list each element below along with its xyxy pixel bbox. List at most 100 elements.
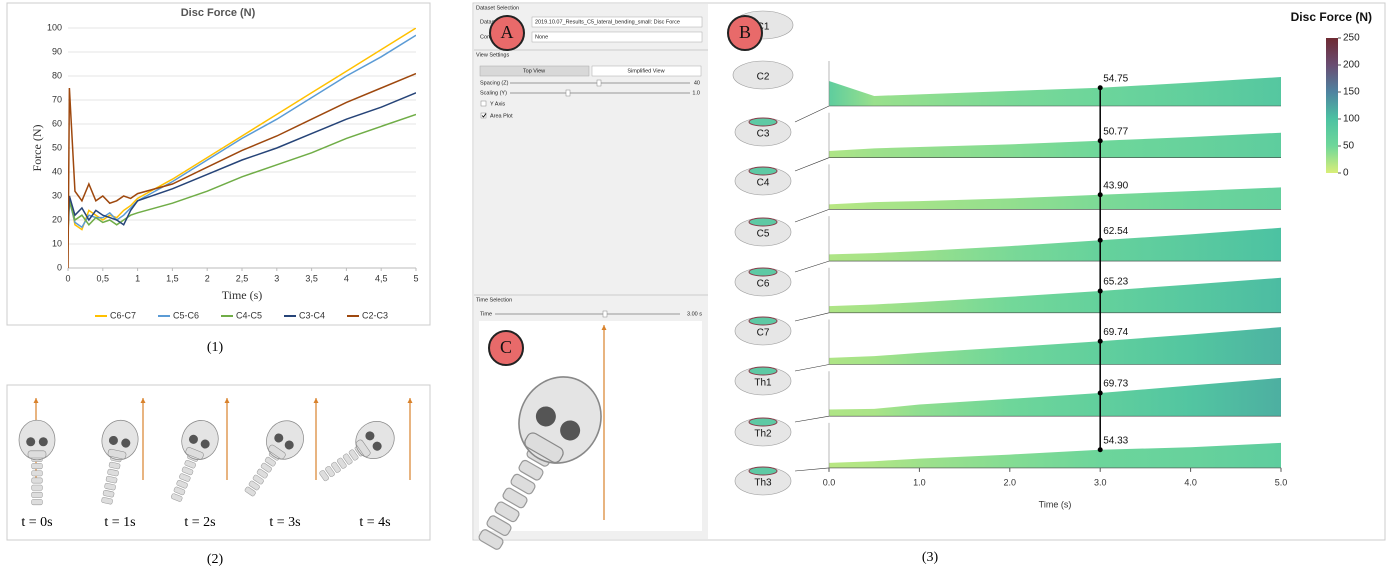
vertebra bbox=[348, 449, 359, 461]
vertebra-label: C7 bbox=[757, 328, 770, 339]
arrow-head bbox=[224, 398, 230, 403]
value-label: 69.73 bbox=[1103, 379, 1128, 390]
connector bbox=[794, 415, 830, 423]
jaw bbox=[185, 447, 204, 460]
y-tick-label: 50 bbox=[52, 142, 62, 152]
vertebra-label: Th3 bbox=[754, 478, 772, 489]
vertebra bbox=[510, 473, 536, 495]
y-tick-label: 70 bbox=[52, 94, 62, 104]
area bbox=[829, 187, 1281, 210]
disc bbox=[748, 366, 778, 376]
dropdown[interactable] bbox=[531, 16, 703, 28]
x-tick-label: 3 bbox=[274, 273, 279, 283]
vertebra-label: C3 bbox=[757, 129, 770, 140]
x-tick-label: 2 bbox=[205, 273, 210, 283]
value-label: 65.23 bbox=[1103, 277, 1128, 288]
dropdown[interactable] bbox=[531, 31, 703, 43]
slider-handle[interactable] bbox=[565, 89, 571, 97]
colorbar-tick-label: 250 bbox=[1343, 33, 1360, 44]
section-title: View Settings bbox=[476, 52, 509, 58]
vertebra bbox=[325, 465, 335, 478]
area bbox=[829, 132, 1281, 158]
time-label: t = 0s bbox=[21, 515, 52, 530]
area bbox=[829, 327, 1281, 365]
vertebra bbox=[336, 457, 347, 469]
value-label: 43.90 bbox=[1103, 180, 1128, 191]
vertebra bbox=[104, 482, 116, 491]
vertebra bbox=[248, 480, 260, 491]
checkbox[interactable] bbox=[480, 100, 487, 107]
vertebra-label: C4 bbox=[757, 178, 770, 189]
vertebra bbox=[331, 461, 341, 473]
vertebra bbox=[102, 490, 115, 498]
skull-figure bbox=[18, 419, 56, 506]
vertebra bbox=[486, 515, 512, 536]
disc bbox=[748, 217, 778, 227]
caption: (1) bbox=[207, 340, 224, 355]
section-title: Time Selection bbox=[476, 297, 512, 303]
colorbar-tick-label: 50 bbox=[1343, 141, 1355, 152]
value-label: 69.74 bbox=[1103, 327, 1128, 338]
eye bbox=[372, 441, 382, 451]
x-tick-label: 3,5 bbox=[305, 273, 318, 283]
panel-2-frame bbox=[6, 384, 431, 541]
y-tick-label: 100 bbox=[47, 22, 62, 32]
area bbox=[829, 277, 1281, 313]
x-tick-label: 5.0 bbox=[1275, 477, 1288, 487]
field-label: Spacing (Z) bbox=[480, 80, 509, 86]
area bbox=[829, 227, 1281, 262]
marker-circle bbox=[489, 15, 525, 51]
disc bbox=[748, 117, 778, 127]
checkbox[interactable] bbox=[480, 112, 487, 119]
vertebra bbox=[31, 470, 43, 477]
button[interactable] bbox=[591, 65, 702, 77]
y-axis-label: Force (N) bbox=[30, 125, 44, 172]
colorbar-tick-label: 150 bbox=[1343, 87, 1360, 98]
arrow-head bbox=[140, 398, 146, 403]
connector bbox=[794, 209, 830, 223]
connector bbox=[794, 312, 830, 322]
disc bbox=[748, 417, 778, 427]
vertebra-label: C6 bbox=[757, 279, 770, 290]
legend-label: C6-C7 bbox=[110, 310, 136, 320]
time-label: t = 1s bbox=[104, 515, 135, 530]
eye bbox=[26, 437, 36, 447]
slider-handle[interactable] bbox=[602, 310, 608, 318]
section-title: Dataset Selection bbox=[476, 5, 519, 11]
vertebra bbox=[176, 479, 188, 489]
x-tick-label: 0 bbox=[65, 273, 70, 283]
connector bbox=[794, 467, 830, 472]
time-label: t = 4s bbox=[359, 515, 390, 530]
y-tick-label: 90 bbox=[52, 46, 62, 56]
vertebra-body bbox=[732, 60, 794, 90]
panel-1-frame bbox=[6, 2, 431, 326]
vertebra-label: C5 bbox=[757, 229, 770, 240]
vertebra bbox=[252, 474, 264, 485]
x-tick-label: 4.0 bbox=[1184, 477, 1197, 487]
eye bbox=[365, 431, 375, 441]
value-label: 54.33 bbox=[1103, 435, 1128, 446]
connector bbox=[794, 364, 830, 372]
button[interactable] bbox=[479, 65, 590, 77]
slider-handle[interactable] bbox=[596, 79, 602, 87]
legend-label: C4-C5 bbox=[236, 310, 262, 320]
y-tick-label: 40 bbox=[52, 166, 62, 176]
vertebra bbox=[342, 453, 353, 465]
connector bbox=[794, 105, 830, 123]
x-tick-label: 1,5 bbox=[166, 273, 179, 283]
checkbox-label: Y Axis bbox=[490, 101, 505, 107]
jaw bbox=[27, 450, 47, 459]
vertebra bbox=[107, 468, 119, 477]
x-tick-label: 0.0 bbox=[823, 477, 836, 487]
disc bbox=[748, 316, 778, 326]
disc bbox=[748, 267, 778, 277]
arrow-head bbox=[33, 398, 39, 403]
y-tick-label: 0 bbox=[57, 262, 62, 272]
vertebra-label: C1 bbox=[757, 22, 770, 33]
vertebra bbox=[502, 487, 528, 509]
vertebra bbox=[31, 463, 43, 470]
dropdown-value: None bbox=[535, 34, 548, 40]
connector bbox=[794, 260, 830, 273]
area bbox=[829, 442, 1281, 468]
arrow-head bbox=[601, 325, 607, 330]
